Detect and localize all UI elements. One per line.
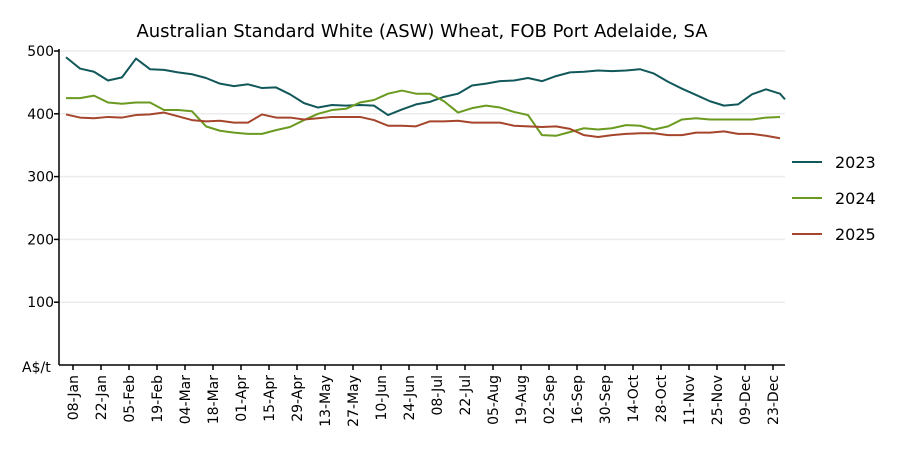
x-tick-label: 04-Mar — [178, 375, 194, 425]
y-tick-label: 400 — [27, 107, 54, 123]
x-tick-label: 08-Jan — [66, 375, 82, 420]
series-line-2024 — [66, 89, 781, 137]
x-tick-label: 23-Dec — [766, 375, 782, 425]
x-tick-label: 15-Apr — [262, 375, 278, 422]
x-tick-label: 05-Feb — [122, 375, 138, 423]
x-tick-label: 18-Mar — [206, 375, 222, 425]
legend-label: 2025 — [835, 225, 876, 244]
x-tick-label: 14-Oct — [626, 374, 642, 422]
y-tick-label: 500 — [27, 44, 54, 60]
x-tick-label: 08-Jul — [430, 375, 446, 416]
y-tick-label: 300 — [27, 170, 54, 186]
x-tick-label: 16-Sep — [570, 375, 586, 424]
x-tick-label: 05-Aug — [486, 375, 502, 425]
x-tick-label: 25-Nov — [710, 375, 726, 425]
x-tick-label: 22-Jan — [94, 375, 110, 420]
x-tick-label: 13-May — [318, 375, 334, 427]
x-tick-label: 27-May — [346, 375, 362, 427]
x-tick-label: 01-Apr — [234, 375, 250, 422]
x-tick-label: 02-Sep — [542, 375, 558, 424]
x-tick-label: 30-Sep — [598, 375, 614, 424]
legend-label: 2023 — [835, 153, 876, 172]
x-tick-label: 22-Jul — [458, 375, 474, 416]
x-tick-label: 11-Nov — [682, 375, 698, 425]
series-line-2023 — [65, 56, 786, 117]
x-tick-label: 28-Oct — [654, 374, 670, 422]
x-tick-label: 19-Feb — [150, 375, 166, 423]
x-tick-label: 24-Jun — [402, 375, 418, 421]
y-tick-label: 100 — [27, 295, 54, 311]
series-line-2025 — [65, 111, 781, 140]
y-tick-label: 200 — [27, 232, 54, 248]
x-tick-label: 29-Apr — [290, 375, 306, 422]
chart-title: Australian Standard White (ASW) Wheat, F… — [136, 21, 708, 42]
y-axis-label: A$/t — [22, 360, 51, 376]
x-tick-label: 09-Dec — [738, 375, 754, 425]
x-tick-label: 19-Aug — [514, 375, 530, 425]
legend-label: 2024 — [835, 189, 876, 208]
x-tick-label: 10-Jun — [374, 375, 390, 421]
